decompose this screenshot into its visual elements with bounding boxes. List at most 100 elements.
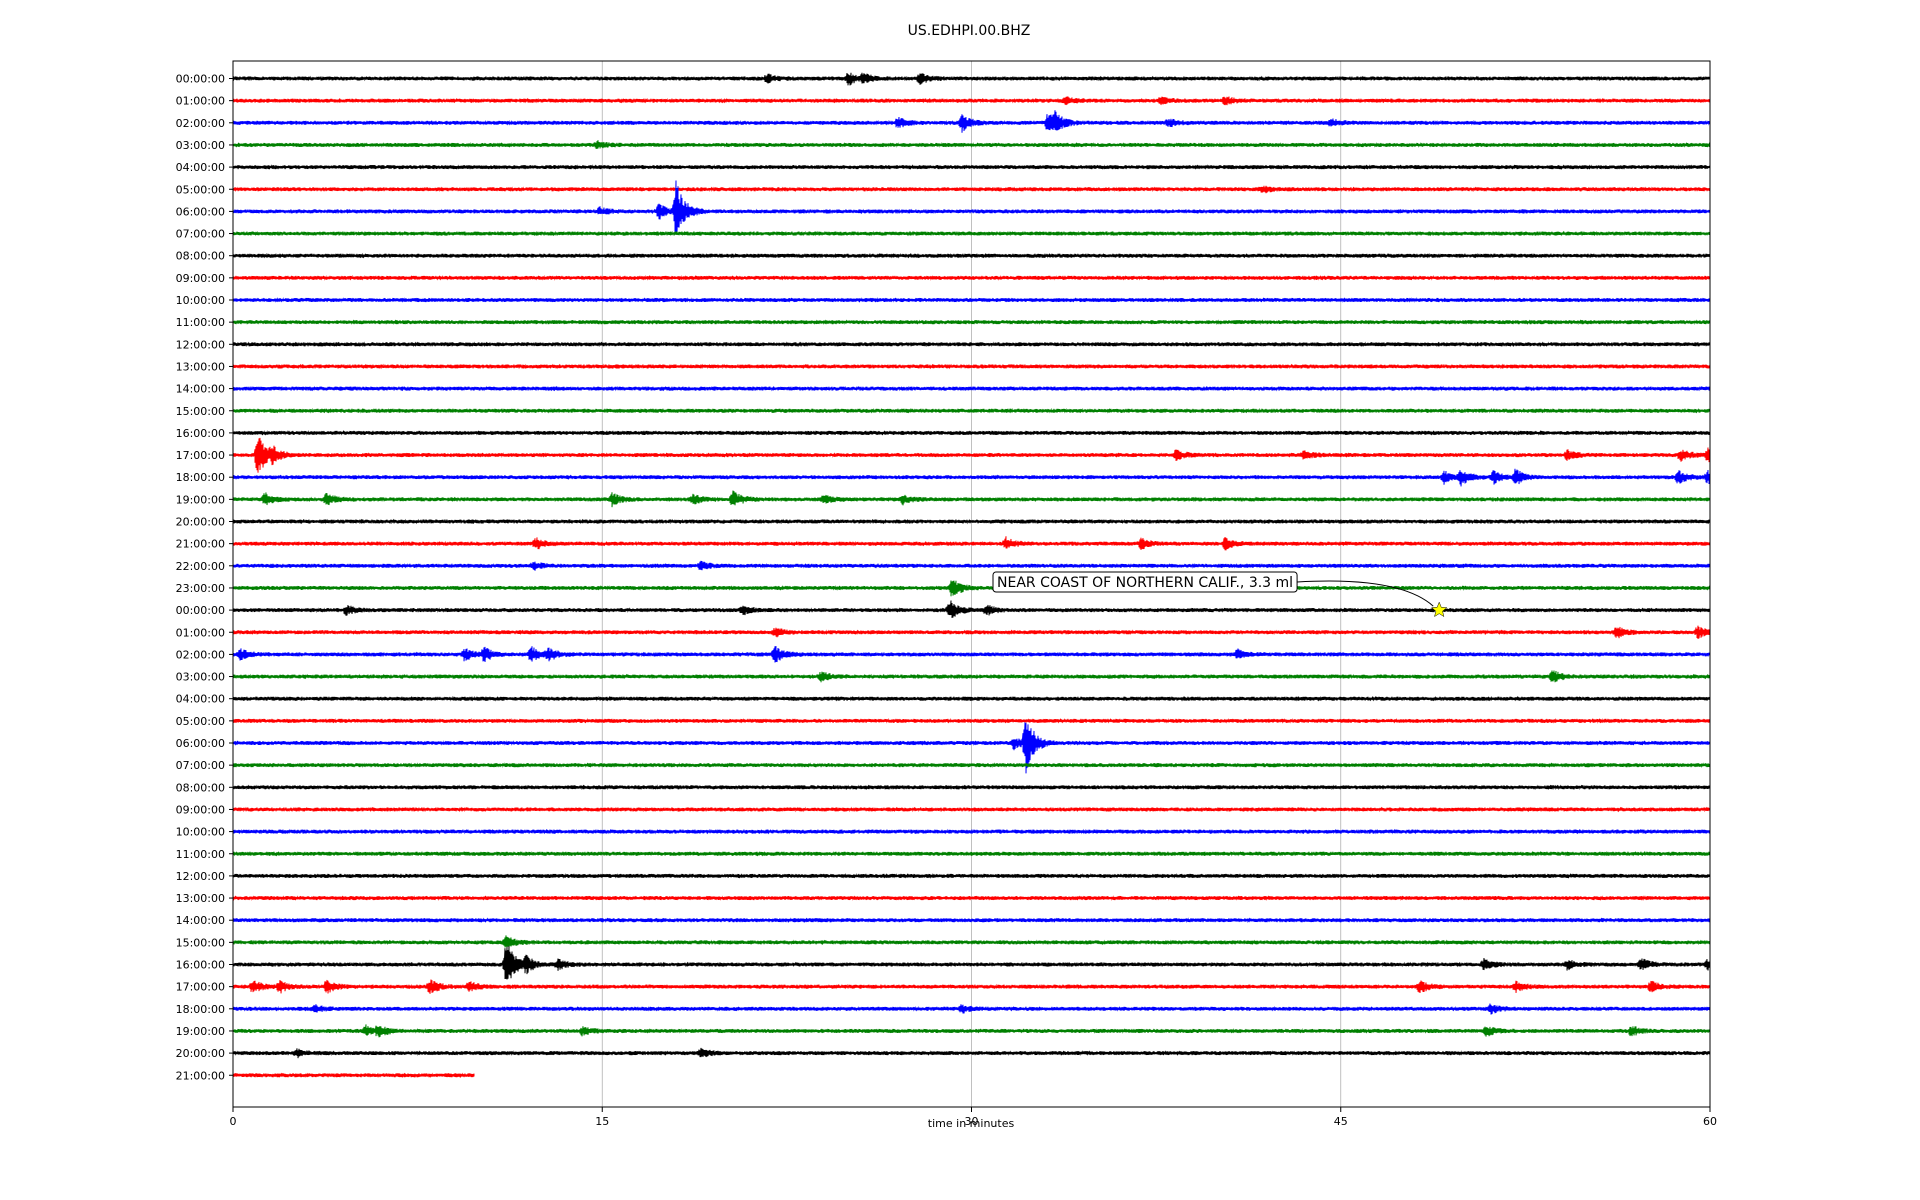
seismic-trace — [232, 341, 1711, 348]
seismic-trace — [232, 230, 1711, 237]
seismic-trace — [232, 646, 1711, 663]
seismic-trace — [232, 72, 1711, 86]
seismic-trace — [232, 385, 1711, 392]
y-tick-label: 17:00:00 — [176, 981, 225, 994]
seismic-trace — [232, 430, 1711, 436]
x-tick-label: 60 — [1703, 1115, 1717, 1128]
x-tick-label: 30 — [965, 1115, 979, 1128]
x-tick-label: 45 — [1334, 1115, 1348, 1128]
y-tick-label: 17:00:00 — [176, 449, 225, 462]
y-tick-label: 07:00:00 — [176, 228, 225, 241]
y-tick-label: 14:00:00 — [176, 383, 225, 396]
y-tick-labels: 00:00:00 01:00:00 02:00:00 03:00:00 04:00:00… — [176, 73, 233, 1082]
seismic-trace — [232, 762, 1711, 769]
y-tick-label: 18:00:00 — [176, 471, 225, 484]
seismic-trace — [232, 560, 1711, 571]
seismic-trace — [232, 490, 1711, 508]
y-tick-label: 12:00:00 — [176, 338, 225, 351]
annotation-arrow — [1297, 580, 1434, 607]
y-tick-label: 05:00:00 — [176, 715, 225, 728]
y-tick-label: 20:00:00 — [176, 516, 225, 529]
y-tick-label: 11:00:00 — [176, 848, 225, 861]
event-star-icon — [1430, 601, 1448, 618]
y-tick-label: 00:00:00 — [176, 73, 225, 86]
seismic-trace — [232, 946, 1711, 980]
seismic-trace — [232, 252, 1711, 259]
seismic-trace — [232, 625, 1711, 640]
y-tick-label: 11:00:00 — [176, 316, 225, 329]
y-tick-label: 14:00:00 — [176, 914, 225, 927]
seismic-trace — [232, 1047, 1711, 1059]
y-tick-label: 18:00:00 — [176, 1003, 225, 1016]
seismic-trace — [232, 536, 1711, 551]
event-annotation: NEAR COAST OF NORTHERN CALIF., 3.3 ml — [992, 571, 1448, 618]
annotation-box — [992, 571, 1298, 593]
y-tick-label: 02:00:00 — [176, 648, 225, 661]
y-tick-label: 23:00:00 — [176, 582, 225, 595]
y-tick-label: 13:00:00 — [176, 360, 225, 373]
seismic-trace — [232, 722, 1711, 774]
seismic-trace — [232, 185, 1711, 194]
seismic-trace — [232, 110, 1711, 133]
y-tick-label: 06:00:00 — [176, 737, 225, 750]
plot-frame — [232, 60, 1711, 1108]
y-tick-label: 22:00:00 — [176, 560, 225, 573]
x-tick-label: 0 — [230, 1115, 237, 1128]
seismic-trace — [232, 140, 1711, 149]
y-tick-label: 08:00:00 — [176, 250, 225, 263]
y-tick-label: 21:00:00 — [176, 1069, 225, 1082]
seismic-trace — [232, 1024, 1711, 1038]
seismic-trace — [232, 1072, 475, 1079]
y-tick-label: 16:00:00 — [176, 959, 225, 972]
seismic-trace — [232, 873, 1711, 879]
seismic-trace — [232, 917, 1711, 924]
seismic-trace — [232, 96, 1711, 106]
seismic-trace — [232, 895, 1711, 901]
y-tick-label: 21:00:00 — [176, 538, 225, 551]
seismic-trace — [232, 806, 1711, 813]
y-tick-label: 16:00:00 — [176, 427, 225, 440]
y-tick-label: 03:00:00 — [176, 671, 225, 684]
y-tick-label: 02:00:00 — [176, 117, 225, 130]
chart-title: US.EDHPI.00.BHZ — [908, 23, 1031, 39]
y-tick-label: 10:00:00 — [176, 294, 225, 307]
annotation-text: NEAR COAST OF NORTHERN CALIF., 3.3 ml — [997, 575, 1293, 591]
seismic-trace — [232, 180, 1711, 235]
y-tick-label: 05:00:00 — [176, 183, 225, 196]
seismic-trace — [232, 319, 1711, 326]
y-tick-label: 01:00:00 — [176, 95, 225, 108]
seismic-trace — [232, 784, 1711, 791]
seismic-trace — [232, 600, 1711, 618]
y-tick-label: 09:00:00 — [176, 272, 225, 285]
seismic-trace — [232, 407, 1711, 414]
seismic-trace — [232, 518, 1711, 525]
y-tick-label: 04:00:00 — [176, 693, 225, 706]
y-tick-label: 10:00:00 — [176, 826, 225, 839]
seismic-trace — [232, 850, 1711, 857]
y-tick-label: 15:00:00 — [176, 936, 225, 949]
y-tick-label: 08:00:00 — [176, 781, 225, 794]
trace-group — [232, 72, 1711, 1079]
x-tick-label: 15 — [595, 1115, 609, 1128]
seismic-trace — [232, 274, 1711, 281]
y-tick-label: 13:00:00 — [176, 892, 225, 905]
y-tick-label: 09:00:00 — [176, 803, 225, 816]
seismic-trace — [232, 935, 1711, 948]
x-axis-title: time in minutes — [928, 1117, 1015, 1130]
seismic-trace — [232, 717, 1711, 724]
y-tick-label: 00:00:00 — [176, 604, 225, 617]
seismic-trace — [232, 670, 1711, 683]
y-tick-label: 07:00:00 — [176, 759, 225, 772]
y-tick-label: 01:00:00 — [176, 626, 225, 639]
seismic-trace — [232, 828, 1711, 835]
seismic-trace — [232, 979, 1711, 994]
y-tick-label: 19:00:00 — [176, 1025, 225, 1038]
seismic-trace — [232, 164, 1711, 170]
seismic-trace — [232, 695, 1711, 702]
seismic-trace — [232, 437, 1711, 473]
seismic-trace — [232, 1003, 1711, 1015]
y-tick-label: 06:00:00 — [176, 205, 225, 218]
y-tick-label: 03:00:00 — [176, 139, 225, 152]
x-ticks: 0 15 30 45 60 — [230, 1107, 1717, 1128]
y-tick-label: 12:00:00 — [176, 870, 225, 883]
